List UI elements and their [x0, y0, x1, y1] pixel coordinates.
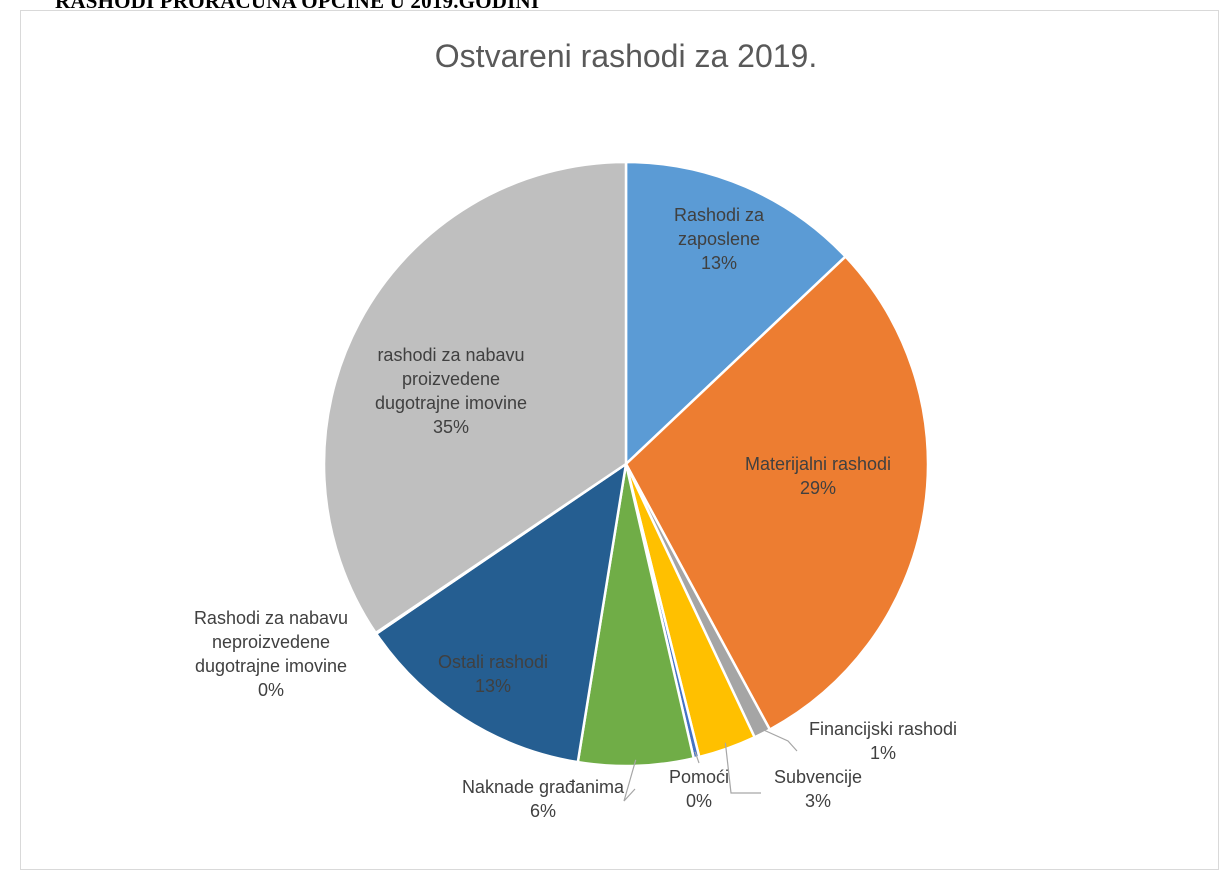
- data-label-percent: 0%: [686, 791, 712, 811]
- data-label-name: zaposlene: [678, 229, 760, 249]
- data-label-percent: 13%: [701, 253, 737, 273]
- data-label-name: Rashodi za: [674, 205, 765, 225]
- data-label-name: Ostali rashodi: [438, 652, 548, 672]
- data-label-name: dugotrajne imovine: [375, 393, 527, 413]
- slices-layer: [322, 160, 930, 768]
- data-label-name: Materijalni rashodi: [745, 454, 891, 474]
- data-label-percent: 29%: [800, 478, 836, 498]
- data-label-name: neproizvedene: [212, 632, 330, 652]
- data-label-name: Subvencije: [774, 767, 862, 787]
- data-label-percent: 13%: [475, 676, 511, 696]
- data-label-name: Rashodi za nabavu: [194, 608, 348, 628]
- pie-slice-rashodi-za-nabavu-proizvedene-dugotrajne-imovine: [322, 160, 628, 635]
- data-label-ostali-rashodi: Ostali rashodi 13%: [438, 652, 548, 696]
- data-label-financijski-rashodi: Financijski rashodi 1%: [809, 719, 957, 763]
- pie-slice-ostali-rashodi: [374, 461, 628, 764]
- leader-line-financijski-rashodi: [759, 727, 798, 752]
- chart-area: Ostvareni rashodi za 2019. Rashodi za zap…: [20, 10, 1219, 870]
- data-label-percent: 3%: [805, 791, 831, 811]
- document-heading: RASHODI PRORAČUNA OPĆINE U 2019.GODINI: [55, 0, 540, 13]
- data-label-rashodi-za-nabavu-proizvedene-dugotrajne-imovine: rashodi za nabavu proizvedene dugotrajne i…: [375, 345, 527, 437]
- data-labels-layer: Rashodi za zaposlene 13% Materijalni rashod…: [194, 205, 957, 821]
- data-label-name: Financijski rashodi: [809, 719, 957, 739]
- data-label-pomoci: Pomoći 0%: [669, 767, 729, 811]
- leader-line-pomoci: [694, 751, 700, 764]
- pie-slice-materijalni-rashodi: [624, 254, 930, 732]
- data-label-percent: 35%: [433, 417, 469, 437]
- data-label-name: dugotrajne imovine: [195, 656, 347, 676]
- data-label-percent: 0%: [258, 680, 284, 700]
- pie-slice-naknade-gradanima: [576, 463, 696, 768]
- chart-title: Ostvareni rashodi za 2019.: [435, 38, 817, 74]
- data-label-rashodi-za-zaposlene: Rashodi za zaposlene 13%: [674, 205, 765, 273]
- data-label-naknade-gradanima: Naknade građanima 6%: [462, 777, 625, 821]
- leader-line-naknade-gradanima: [623, 759, 637, 802]
- data-label-subvencije: Subvencije 3%: [774, 767, 862, 811]
- pie-slice-rashodi-za-zaposlene: [624, 160, 848, 467]
- data-label-percent: 6%: [530, 801, 556, 821]
- data-label-percent: 1%: [870, 743, 896, 763]
- data-label-name: proizvedene: [402, 369, 500, 389]
- data-label-name: Pomoći: [669, 767, 729, 787]
- data-label-rashodi-za-nabavu-neproizvedene-dugotrajne-imovine: Rashodi za nabavu neproizvedene dugotrajne…: [194, 608, 348, 700]
- data-label-materijalni-rashodi: Materijalni rashodi 29%: [745, 454, 891, 498]
- leader-line-subvencije: [724, 742, 761, 794]
- leader-lines-layer: [623, 727, 798, 802]
- data-label-name: Naknade građanima: [462, 777, 625, 797]
- data-label-name: rashodi za nabavu: [377, 345, 524, 365]
- pie-chart: Ostvareni rashodi za 2019. Rashodi za zap…: [194, 38, 957, 821]
